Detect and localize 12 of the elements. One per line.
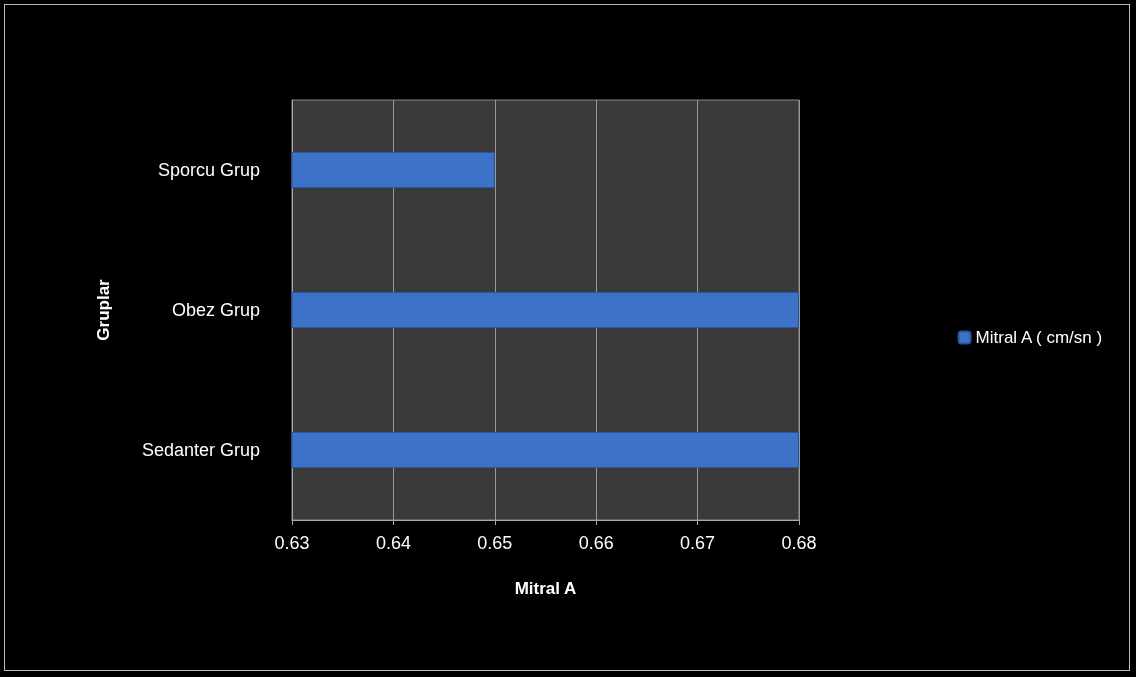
y-tick-label: Obez Grup	[171, 300, 260, 320]
x-axis-title: Mitral A	[514, 579, 577, 598]
y-tick-label: Sedanter Grup	[141, 440, 260, 460]
x-tick-label: 0.65	[477, 533, 513, 553]
x-tick-label: 0.68	[781, 533, 817, 553]
legend-label: Mitral A ( cm/sn )	[975, 328, 1103, 347]
y-axis-title: Gruplar	[94, 278, 113, 341]
x-tick-label: 0.66	[578, 533, 614, 553]
x-tick-label: 0.67	[680, 533, 716, 553]
y-tick-label: Sporcu Grup	[157, 160, 260, 180]
x-tick-label: 0.63	[274, 533, 310, 553]
x-tick-label: 0.64	[375, 533, 411, 553]
